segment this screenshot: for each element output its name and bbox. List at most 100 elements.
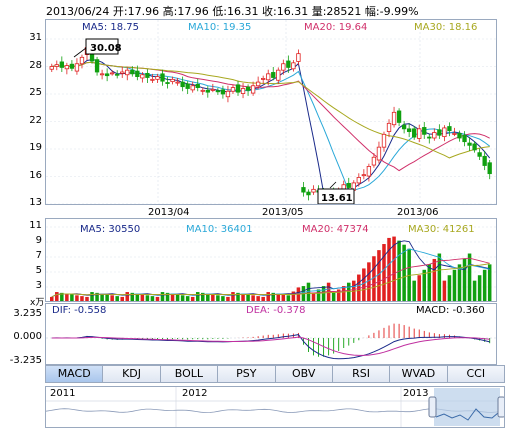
- volume-bar: [180, 295, 185, 301]
- macd-chart-panel[interactable]: DIF: -0.558 DEA: -0.378 MACD: -0.360: [45, 303, 497, 365]
- candle-body: [250, 85, 256, 94]
- time-navigator[interactable]: 2011 2012 2013: [45, 386, 505, 428]
- high-marker: 30.08: [73, 38, 122, 58]
- candle-body: [150, 78, 155, 81]
- volume-bar: [185, 296, 190, 301]
- candle-body: [371, 156, 377, 166]
- volume-bar: [281, 294, 286, 301]
- tab-wvad[interactable]: WVAD: [390, 365, 448, 383]
- volume-bar: [286, 295, 291, 301]
- volume-bar: [231, 292, 235, 301]
- candle-body: [442, 127, 447, 138]
- volume-y-tick: 9: [35, 235, 42, 246]
- volume-bar: [221, 296, 225, 301]
- macd-value-label: MACD: -0.360: [416, 305, 485, 316]
- price-ma5-label: MA5: 18.75: [82, 22, 140, 33]
- candle-body: [245, 86, 251, 91]
- x-tick-apr: 2013/04: [148, 207, 190, 218]
- candle-body: [301, 187, 306, 193]
- volume-bar: [75, 295, 79, 301]
- candle-body: [155, 76, 160, 80]
- candle-body: [261, 78, 266, 80]
- tab-kdj[interactable]: KDJ: [103, 365, 161, 383]
- volume-chart-panel[interactable]: MA5: 30550 MA10: 36401 MA20: 47374 MA30:…: [45, 218, 497, 302]
- volume-bar: [387, 237, 391, 301]
- navigator-selection[interactable]: [434, 388, 500, 426]
- candle-body: [417, 128, 422, 139]
- volume-bar: [321, 286, 326, 301]
- tab-boll[interactable]: BOLL: [160, 365, 219, 383]
- candle-body: [49, 66, 54, 70]
- candle-body: [437, 129, 442, 136]
- price-chart-svg[interactable]: 30.08 13.61: [46, 20, 496, 204]
- volume-bar: [392, 236, 396, 301]
- quote-high: 高:17.96: [162, 5, 209, 18]
- macd-y-tick: -3.235: [9, 355, 42, 366]
- vol-ma10-label: MA10: 36401: [186, 224, 253, 235]
- volume-bar: [80, 296, 84, 301]
- candle-body: [195, 83, 200, 88]
- volume-bar: [226, 296, 230, 301]
- candle-body: [200, 89, 205, 92]
- candle-body: [175, 81, 180, 84]
- candle-body: [220, 89, 226, 95]
- tab-macd[interactable]: MACD: [45, 365, 104, 383]
- volume-bar: [211, 294, 215, 301]
- candle-body: [271, 72, 276, 78]
- candle-body: [190, 85, 195, 91]
- volume-bar: [377, 250, 381, 301]
- volume-bar: [357, 274, 361, 301]
- candle-body: [311, 188, 316, 193]
- tab-psy[interactable]: PSY: [218, 365, 276, 383]
- candle-body: [391, 111, 397, 126]
- candle-body: [366, 166, 372, 177]
- low-marker: 13.61: [317, 181, 355, 204]
- volume-bar: [362, 268, 366, 301]
- quote-low: 低:16.31: [212, 5, 259, 18]
- navigator-left-handle[interactable]: [428, 396, 437, 418]
- volume-bar: [487, 264, 492, 301]
- volume-bar: [477, 275, 482, 301]
- high-marker-label: 30.08: [90, 43, 122, 54]
- volume-bar: [422, 269, 427, 301]
- tab-cci[interactable]: CCI: [447, 365, 505, 383]
- candle-body: [215, 90, 221, 93]
- volume-bar: [130, 292, 135, 301]
- tab-obv[interactable]: OBV: [275, 365, 333, 383]
- candle-body: [240, 88, 246, 94]
- dif-label: DIF: -0.558: [52, 305, 107, 316]
- candle-body: [467, 142, 472, 146]
- vol-ma30-label: MA30: 41261: [408, 224, 475, 235]
- volume-bar: [452, 269, 457, 301]
- price-grid: [46, 20, 496, 204]
- price-y-tick: 16: [29, 169, 42, 181]
- price-y-tick: 19: [29, 142, 42, 153]
- navigator-svg[interactable]: [46, 387, 504, 427]
- candle-body: [145, 72, 150, 78]
- volume-bar: [140, 294, 145, 301]
- macd-chart-svg[interactable]: [46, 304, 496, 364]
- volume-bar: [367, 262, 371, 301]
- tab-rsi[interactable]: RSI: [332, 365, 391, 383]
- volume-bar: [85, 296, 89, 301]
- candle-body: [54, 64, 59, 67]
- quote-close: 收:16.31: [262, 5, 309, 18]
- candle-body: [210, 89, 216, 91]
- candle-body: [291, 62, 296, 70]
- ma5-line: [51, 59, 491, 194]
- candle-body: [110, 72, 115, 75]
- price-chart-panel[interactable]: 30.08 13.61 MA5: 18.75 MA10: 19.35 MA20:…: [45, 19, 497, 205]
- volume-grid: [46, 226, 496, 288]
- volume-chart-svg[interactable]: [46, 219, 496, 301]
- navigator-right-handle[interactable]: [497, 396, 504, 418]
- price-ma30-label: MA30: 18.16: [414, 22, 478, 33]
- volume-bar: [110, 295, 114, 301]
- candle-body: [99, 73, 105, 76]
- volume-bar: [206, 293, 210, 301]
- volume-bar: [432, 258, 437, 301]
- candle-body: [452, 133, 457, 135]
- price-y-tick: 28: [29, 59, 42, 71]
- candle-body: [255, 81, 261, 87]
- volume-bar: [276, 293, 281, 301]
- volume-bar: [241, 293, 245, 301]
